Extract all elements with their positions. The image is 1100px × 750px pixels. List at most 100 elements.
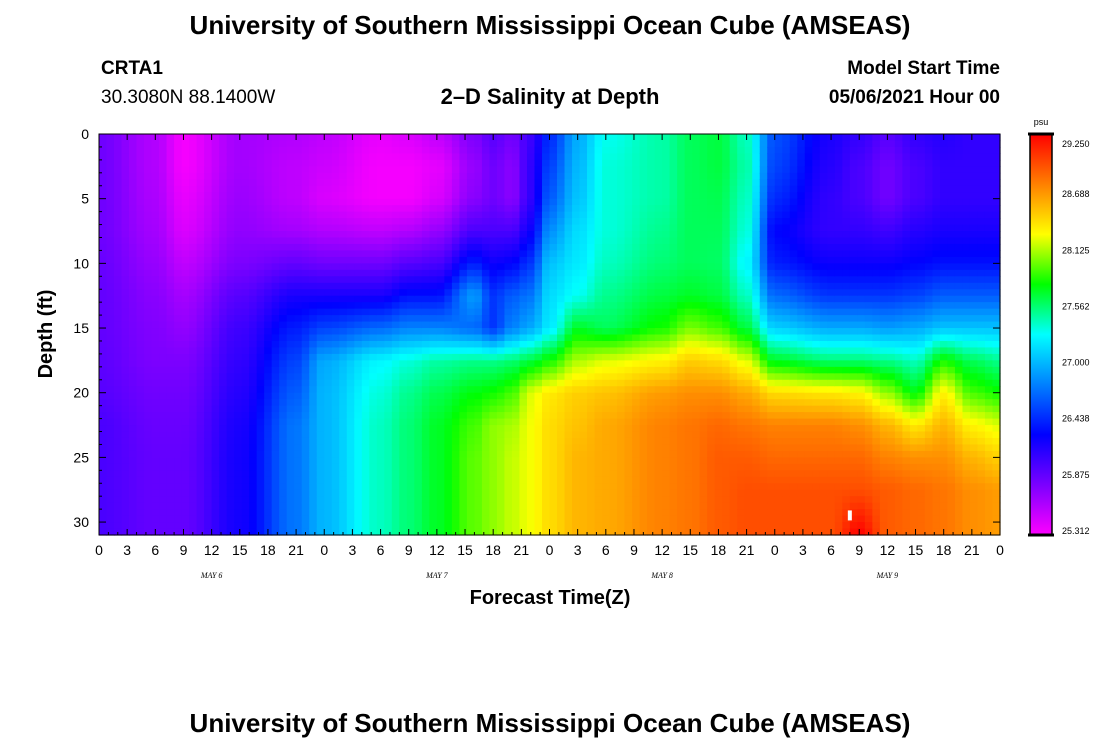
heatmap-cell (361, 134, 370, 142)
heatmap-cell (519, 231, 528, 239)
heatmap-cell (699, 243, 708, 252)
heatmap-cell (504, 515, 513, 523)
heatmap-cell (271, 392, 280, 400)
heatmap-cell (204, 418, 213, 426)
heatmap-cell (511, 450, 521, 458)
heatmap-cell (271, 353, 280, 361)
heatmap-cell (129, 192, 138, 200)
heatmap-cell (624, 463, 633, 471)
heatmap-cell (692, 405, 701, 413)
heatmap-cell (624, 198, 633, 206)
heatmap-cell (526, 437, 536, 446)
heatmap-cell (436, 211, 445, 219)
heatmap-cell (594, 185, 603, 193)
heatmap-cell (121, 205, 130, 213)
heatmap-cell (294, 192, 303, 200)
heatmap-cell (189, 289, 198, 297)
heatmap-cell (692, 437, 701, 446)
heatmap-cell (316, 153, 325, 161)
heatmap-cell (587, 360, 596, 368)
heatmap-cell (264, 153, 273, 161)
heatmap-cell (632, 405, 641, 413)
heatmap-cell (692, 522, 701, 530)
heatmap-cell (699, 321, 708, 329)
heatmap-cell (159, 353, 168, 361)
heatmap-cell (421, 340, 430, 349)
heatmap-cell (271, 405, 280, 413)
heatmap-cell (166, 425, 175, 433)
heatmap-cell (406, 159, 415, 167)
heatmap-cell (271, 502, 280, 510)
heatmap-cell (504, 237, 513, 245)
heatmap-cell (234, 250, 243, 258)
heatmap-cell (331, 153, 340, 161)
heatmap-cell (309, 198, 318, 206)
heatmap-cell (587, 315, 596, 323)
heatmap-cell (241, 412, 250, 420)
heatmap-cell (211, 289, 220, 297)
heatmap-cell (234, 224, 243, 232)
heatmap-cell (384, 489, 393, 497)
heatmap-cell (617, 263, 626, 271)
heatmap-cell (129, 166, 138, 174)
heatmap-cell (654, 425, 663, 433)
heatmap-cell (286, 353, 295, 361)
heatmap-cell (399, 366, 408, 374)
heatmap-cell (459, 295, 468, 303)
heatmap-cell (534, 502, 543, 510)
heatmap-cell (481, 360, 491, 368)
heatmap-cell (121, 159, 130, 167)
heatmap-cell (662, 276, 671, 284)
heatmap-cell (121, 431, 130, 439)
heatmap-cell (579, 379, 588, 387)
heatmap-cell (451, 256, 460, 264)
heatmap-cell (189, 373, 198, 381)
heatmap-cell (159, 237, 168, 245)
heatmap-cell (496, 250, 506, 258)
heatmap-cell (692, 425, 701, 433)
heatmap-cell (459, 425, 468, 433)
heatmap-cell (324, 425, 333, 433)
heatmap-cell (271, 444, 280, 452)
heatmap-cell (564, 315, 573, 323)
heatmap-cell (677, 205, 686, 213)
heatmap-cell (579, 224, 588, 232)
heatmap-cell (256, 489, 265, 497)
heatmap-cell (504, 179, 513, 187)
heatmap-cell (654, 457, 663, 465)
heatmap-cell (316, 373, 325, 381)
heatmap-cell (286, 308, 295, 316)
heatmap-cell (549, 373, 558, 381)
heatmap-cell (339, 347, 348, 355)
heatmap-cell (219, 399, 228, 407)
heatmap-cell (436, 321, 445, 329)
heatmap-cell (316, 172, 325, 180)
heatmap-cell (541, 502, 551, 510)
heatmap-cell (99, 450, 108, 458)
heatmap-cell (624, 334, 633, 342)
heatmap-cell (196, 302, 205, 310)
heatmap-cell (511, 179, 521, 187)
heatmap-cell (204, 463, 213, 471)
heatmap-cell (144, 289, 153, 297)
heatmap-cell (369, 328, 378, 336)
heatmap-cell (249, 412, 258, 420)
heatmap-cell (609, 476, 618, 484)
heatmap-cell (572, 250, 581, 258)
heatmap-cell (602, 185, 611, 193)
heatmap-cell (572, 366, 581, 374)
heatmap-cell (241, 425, 250, 433)
heatmap-cell (669, 437, 678, 446)
heatmap-cell (174, 463, 183, 471)
heatmap-cell (459, 198, 468, 206)
heatmap-cell (421, 166, 430, 174)
heatmap-cell (189, 489, 198, 497)
heatmap-cell (587, 192, 596, 200)
heatmap-cell (414, 179, 423, 187)
heatmap-cell (684, 405, 693, 413)
heatmap-cell (526, 153, 536, 161)
heatmap-cell (376, 425, 385, 433)
heatmap-cell (451, 243, 460, 252)
heatmap-cell (249, 334, 258, 342)
heatmap-cell (399, 159, 408, 167)
